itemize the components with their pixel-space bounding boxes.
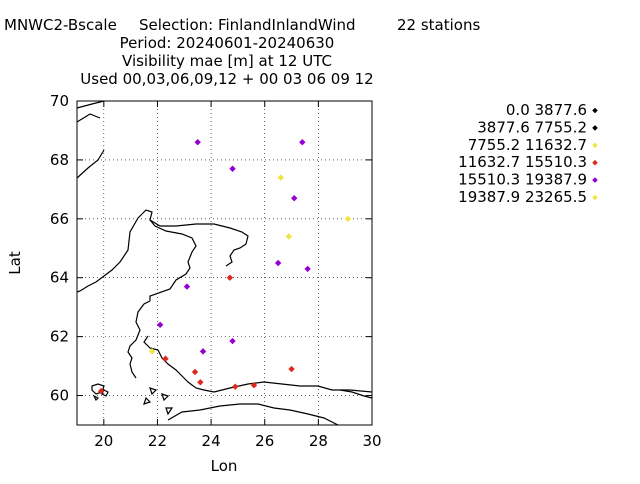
legend-marker [592,142,598,149]
legend-entry-label: 19387.9 23265.5 [458,188,587,206]
station-point [344,215,352,223]
data-points [97,139,352,395]
station-point [97,387,105,395]
station-point [191,368,199,376]
legend-entry-label: 0.0 3877.6 [506,101,587,119]
station-point [194,139,201,146]
station-point [148,348,156,355]
station-point [288,365,295,373]
station-point [197,379,204,386]
station-point [274,259,282,267]
x-tick-label: 20 [94,432,113,450]
station-point [277,174,285,181]
legend-marker [592,125,598,131]
legend-marker [592,107,598,114]
coastline-map [76,100,373,426]
model-name: MNWC2-Bscale [4,16,117,34]
x-tick-label: 22 [148,432,167,450]
legend-entry-label: 7755.2 11632.7 [468,136,587,154]
legend-marker [592,159,598,166]
station-point [299,139,306,146]
station-count: 22 stations [397,16,480,34]
plot-frame [76,100,373,426]
x-tick-label: 24 [202,432,221,450]
period-label: Period: 20240601-20240630 [120,34,335,52]
station-point [304,265,311,273]
legend-marker [592,194,598,201]
forecast-hours-label: Used 00,03,06,09,12 + 00 03 06 09 12 [80,70,373,88]
station-point [232,383,239,390]
x-tick-label: 28 [309,432,328,450]
x-axis-label: Lon [211,457,238,475]
station-point [229,337,236,345]
y-tick-label: 70 [50,92,69,110]
station-point [199,348,207,355]
station-point [250,382,258,389]
y-tick-label: 68 [50,151,69,169]
station-point [156,321,164,329]
station-point [226,274,234,281]
y-tick-label: 64 [50,269,69,287]
selection-label: Selection: FinlandInlandWind [139,16,356,34]
y-tick-label: 66 [50,210,69,228]
legend-entry-label: 15510.3 19387.9 [458,171,587,189]
station-point [229,165,236,172]
axis-ticks: 20 22 24 26 28 30 60 62 64 66 68 70 [50,92,382,450]
station-point [183,283,191,290]
y-tick-label: 60 [50,387,69,405]
plot-area [77,101,372,425]
station-point [291,195,298,202]
legend-entry-label: 3877.6 7755.2 [477,118,587,136]
legend-entry-label: 11632.7 15510.3 [458,153,587,171]
x-tick-label: 30 [362,432,381,450]
y-tick-label: 62 [50,328,69,346]
station-point [285,233,293,240]
x-tick-label: 26 [255,432,274,450]
station-point [162,355,169,362]
y-axis-label: Lat [6,251,24,275]
legend-marker [592,177,598,183]
parameter-label: Visibility mae [m] at 12 UTC [122,52,332,70]
